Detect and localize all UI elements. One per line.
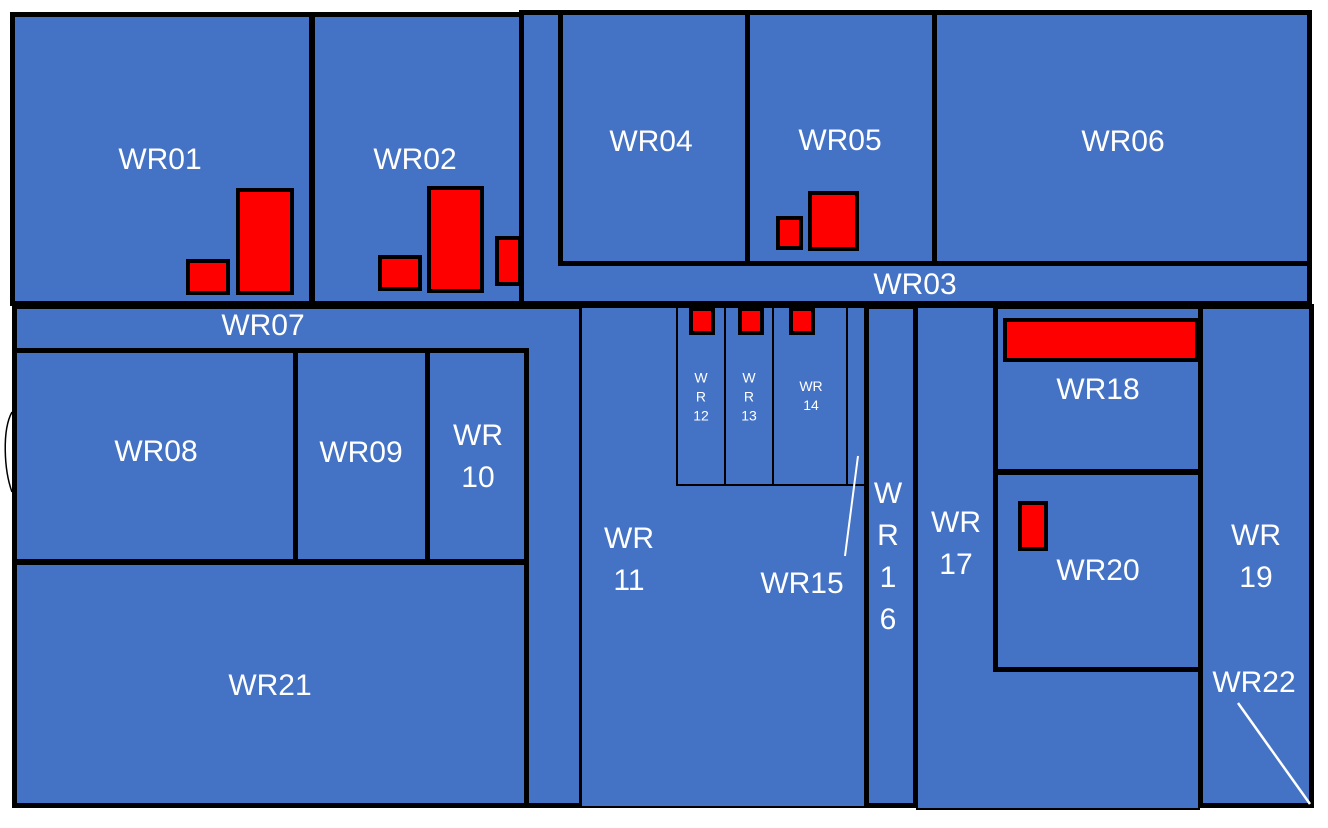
marker-wr01-small [186, 259, 230, 295]
marker-wr13 [738, 307, 764, 335]
label-wr11: WR 11 [604, 522, 654, 597]
label-wr09: WR09 [319, 436, 403, 469]
label-wr22: WR22 [1212, 666, 1296, 699]
marker-wr14 [789, 307, 815, 335]
marker-wr18 [1003, 318, 1199, 362]
label-wr14: WR 14 [799, 378, 823, 413]
marker-wr05-large [808, 191, 859, 251]
label-wr08: WR08 [114, 435, 198, 468]
label-wr18: WR18 [1056, 373, 1140, 406]
label-wr05: WR05 [798, 124, 882, 157]
label-wr16: W R 1 6 [873, 477, 903, 636]
room-wr21 [12, 560, 529, 808]
label-wr20: WR20 [1056, 554, 1140, 587]
marker-wr01-large [236, 188, 294, 295]
room-wr10 [425, 348, 529, 564]
label-wr21: WR21 [228, 669, 312, 702]
left-edge-mark [4, 411, 13, 493]
label-wr01: WR01 [118, 143, 202, 176]
marker-wr12 [689, 307, 715, 335]
label-wr07: WR07 [221, 309, 305, 342]
label-wr10: WR 10 [453, 419, 503, 494]
label-wr13: W R 13 [741, 369, 757, 424]
marker-wr05-small [776, 216, 803, 250]
label-wr15: WR15 [760, 567, 844, 600]
label-wr12: W R 12 [693, 369, 709, 424]
label-wr02: WR02 [373, 143, 457, 176]
room-wr08 [12, 348, 298, 564]
marker-wr20 [1018, 501, 1048, 551]
marker-wr02-small [378, 255, 422, 291]
room-wr15-strip [846, 306, 866, 486]
label-wr06: WR06 [1081, 125, 1165, 158]
marker-wr02-large [427, 186, 484, 293]
room-wr16 [864, 304, 918, 808]
label-wr19: WR 19 [1231, 519, 1281, 594]
label-wr17: WR 17 [931, 506, 981, 581]
room-wr09 [293, 348, 430, 564]
label-wr03: WR03 [873, 268, 957, 301]
room-wr06 [932, 10, 1312, 266]
marker-wr02-edge [495, 236, 522, 286]
label-wr04: WR04 [609, 125, 693, 158]
